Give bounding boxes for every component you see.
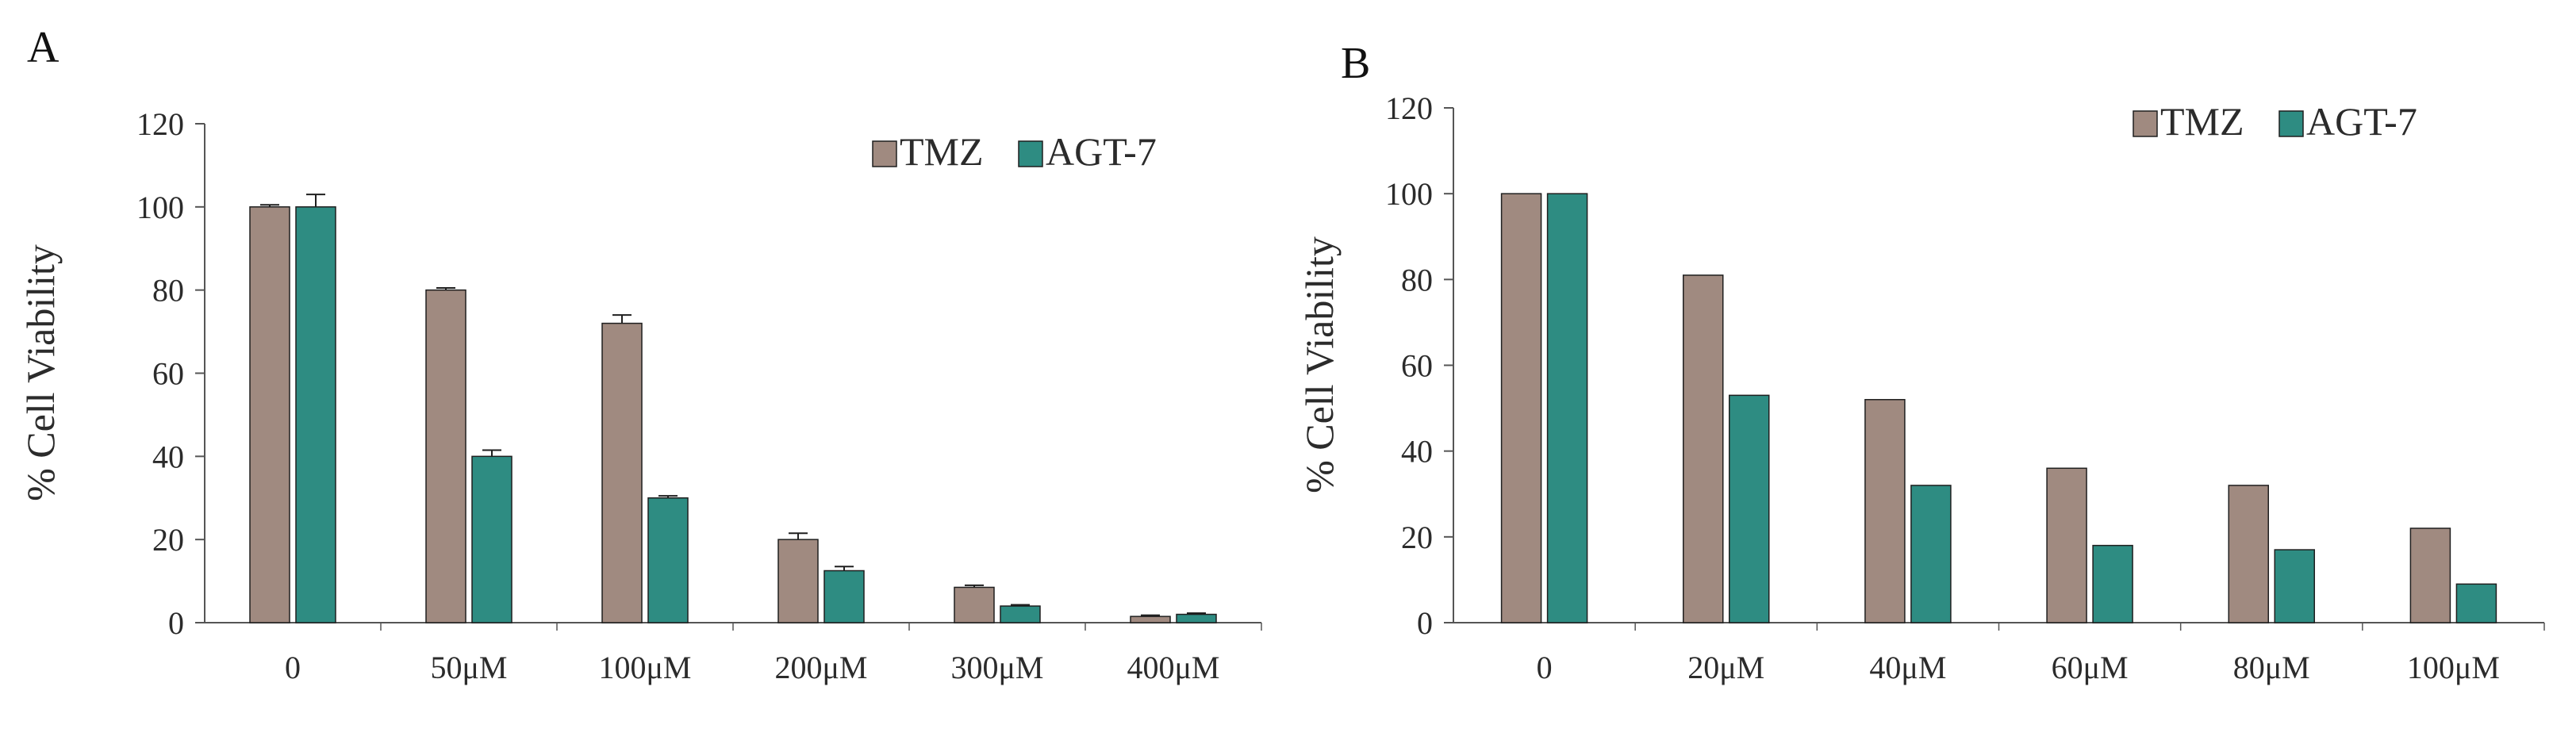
chart-a-bar-agt-7 bbox=[295, 206, 336, 623]
chart-a-x-tick-label: 200μM bbox=[774, 650, 867, 685]
chart-b-y-tick-label: 40 bbox=[1401, 434, 1433, 470]
chart-b-legend-swatch-tmz bbox=[2133, 110, 2158, 137]
chart-b-bar-tmz bbox=[2409, 527, 2451, 623]
chart-a-bar-agt-7 bbox=[647, 497, 689, 623]
chart-b-x-tick-label: 60μM bbox=[2052, 650, 2129, 685]
chart-a-legend-label: TMZ bbox=[900, 129, 984, 174]
chart-a-bar-tmz bbox=[1130, 616, 1171, 623]
chart-b-bar-agt-7 bbox=[1546, 193, 1588, 623]
chart-a: 0 20 40 60 80 100 120 % Cell Viability 0 50μM 100μ… bbox=[18, 106, 1262, 685]
chart-a-y-tick-label: 100 bbox=[136, 190, 184, 225]
chart-b-x-tick-label: 20μM bbox=[1687, 650, 1764, 685]
chart-b-bar-tmz bbox=[1864, 399, 1906, 623]
chart-a-x-tick-label: 300μM bbox=[950, 650, 1043, 685]
chart-a-bar-tmz bbox=[954, 586, 995, 623]
chart-a-bar-tmz bbox=[249, 206, 290, 623]
chart-b-bar-agt-7 bbox=[2274, 549, 2315, 623]
chart-a-y-tick-label: 0 bbox=[168, 605, 184, 641]
panel-letter-a: A bbox=[27, 23, 60, 72]
chart-a-y-axis-label: % Cell Viability bbox=[18, 244, 63, 501]
chart-b-bar-agt-7 bbox=[2092, 544, 2133, 623]
chart-b-y-tick-label: 80 bbox=[1401, 262, 1433, 297]
chart-b-bar-agt-7 bbox=[1729, 394, 1770, 623]
chart-b-x-tick-label: 100μM bbox=[2407, 650, 2500, 685]
chart-a-bar-tmz bbox=[601, 322, 643, 623]
chart-a-bar-tmz bbox=[777, 539, 819, 623]
chart-b-y-tick-label: 60 bbox=[1401, 348, 1433, 384]
chart-b-bar-tmz bbox=[1500, 193, 1542, 623]
chart-a-bar-agt-7 bbox=[1176, 613, 1217, 623]
chart-b-bar-tmz bbox=[2046, 467, 2087, 623]
chart-a-bar-tmz bbox=[425, 289, 466, 623]
chart-b-bar-agt-7 bbox=[2455, 583, 2497, 623]
chart-a-x-tick-label: 0 bbox=[285, 650, 301, 685]
chart-a-bar-agt-7 bbox=[1000, 605, 1041, 623]
chart-b-legend-label: TMZ bbox=[2160, 99, 2244, 144]
chart-a-legend-swatch-agt-7 bbox=[1018, 140, 1043, 167]
chart-b-x-tick-label: 80μM bbox=[2233, 650, 2310, 685]
chart-a-y-tick-label: 20 bbox=[152, 522, 184, 558]
chart-b-y-tick-label: 100 bbox=[1385, 176, 1433, 212]
chart-a-bar-agt-7 bbox=[823, 570, 865, 623]
chart-b-y-tick-label: 20 bbox=[1401, 520, 1433, 555]
chart-a-legend-swatch-tmz bbox=[872, 140, 897, 167]
chart-b-legend-swatch-agt-7 bbox=[2278, 110, 2304, 137]
chart-b-legend-label: AGT-7 bbox=[2306, 99, 2417, 144]
chart-a-x-tick-label: 400μM bbox=[1127, 650, 1219, 685]
chart-a-y-tick-label: 60 bbox=[152, 356, 184, 392]
chart-b-y-tick-label: 120 bbox=[1385, 90, 1433, 126]
chart-b-y-tick-label: 0 bbox=[1417, 605, 1433, 641]
chart-a-bar-agt-7 bbox=[471, 455, 513, 623]
chart-b-bar-agt-7 bbox=[1910, 485, 1952, 623]
chart-a-y-tick-label: 80 bbox=[152, 273, 184, 309]
panel-letter-b: B bbox=[1341, 39, 1371, 88]
chart-a-x-tick-label: 50μM bbox=[430, 650, 507, 685]
chart-b-bar-tmz bbox=[1683, 274, 1724, 623]
chart-a-y-tick-label: 120 bbox=[136, 106, 184, 142]
chart-b-x-tick-label: 40μM bbox=[1869, 650, 1946, 685]
chart-a-x-tick-label: 100μM bbox=[598, 650, 691, 685]
chart-b-y-axis-label: % Cell Viability bbox=[1297, 236, 1342, 493]
chart-a-y-tick-label: 40 bbox=[152, 439, 184, 474]
chart-b-x-tick-label: 0 bbox=[1537, 650, 1553, 685]
chart-b-bar-tmz bbox=[2228, 485, 2269, 623]
chart-b: 0 20 40 60 80 100 120 % Cell Viability 0 20μM 40μM… bbox=[1297, 90, 2545, 685]
chart-a-legend-label: AGT-7 bbox=[1046, 129, 1157, 174]
